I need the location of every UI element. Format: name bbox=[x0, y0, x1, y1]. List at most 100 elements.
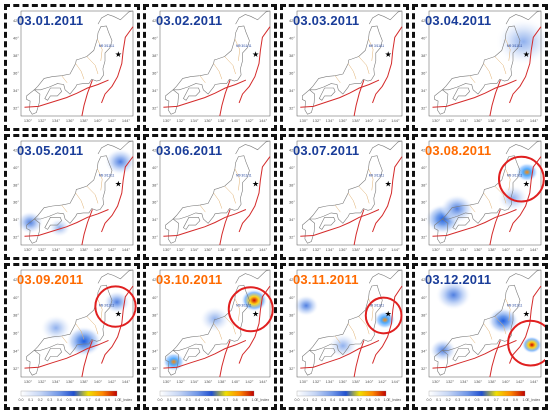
lon-tick-label: 144° bbox=[122, 379, 131, 384]
colorbar-tick-label: 0.7 bbox=[223, 398, 228, 402]
lon-tick-label: 138° bbox=[218, 118, 227, 123]
heat-blob bbox=[440, 194, 474, 223]
lat-tick-label: 42° bbox=[13, 277, 19, 282]
lon-tick-label: 130° bbox=[432, 118, 441, 123]
lon-tick-label: 140° bbox=[94, 118, 103, 123]
plate-boundary bbox=[163, 339, 247, 369]
colorbar-tick-label: 0.2 bbox=[176, 398, 181, 402]
lat-tick-label: 32° bbox=[13, 234, 19, 239]
panel-date-label: 03.08.2011 bbox=[425, 143, 492, 158]
colorbar-tick-label: 0.9 bbox=[105, 398, 110, 402]
coastline bbox=[505, 10, 542, 25]
lat-tick-label: 42° bbox=[152, 18, 158, 23]
coastline bbox=[172, 284, 250, 356]
lon-tick-label: 138° bbox=[352, 247, 361, 252]
lat-tick-label: 34° bbox=[13, 88, 19, 93]
lat-tick-label: 36° bbox=[152, 200, 158, 205]
prefecture-border bbox=[494, 185, 507, 204]
heat-blob bbox=[374, 311, 396, 329]
lat-tick-label: 38° bbox=[421, 313, 427, 318]
panel-date-label: 03.11.2011 bbox=[293, 272, 359, 287]
heat-blob bbox=[48, 218, 71, 238]
lon-tick-label: 138° bbox=[80, 247, 89, 252]
epicenter-star-icon: ★ bbox=[385, 50, 392, 59]
lon-tick-label: 140° bbox=[94, 247, 103, 252]
lon-tick-label: 130° bbox=[299, 379, 308, 384]
plate-boundary bbox=[353, 209, 365, 246]
plot-frame bbox=[296, 140, 403, 246]
prefecture-border bbox=[75, 323, 85, 340]
lon-tick-label: 144° bbox=[122, 247, 131, 252]
map-panel: ★ M9 3/11/11 32° 34° 36° 38° 40° 42° 130° 132° 134… bbox=[4, 263, 140, 410]
colorbar bbox=[296, 390, 387, 397]
lat-tick-label: 32° bbox=[289, 105, 295, 110]
map-canvas: ★M9 3/11/11 32° 34° 36° 38° 40° 42° 130° 132° 134… bbox=[13, 10, 134, 123]
lat-tick-label: 42° bbox=[13, 148, 19, 153]
epicenter-label: M9 3/11/11 bbox=[99, 304, 115, 308]
coastline bbox=[505, 140, 542, 155]
plate-boundary bbox=[219, 340, 231, 378]
lat-tick-label: 40° bbox=[421, 35, 427, 40]
lon-tick-label: 138° bbox=[80, 379, 89, 384]
epicenter-label: M9 3/11/11 bbox=[369, 173, 385, 177]
map-canvas: ★M9 3/11/11 32° 34° 36° 38° 40° 42° 130° 132° 134… bbox=[152, 10, 271, 123]
lon-tick-label: 138° bbox=[488, 247, 497, 252]
colorbar-tick-label: 0.0 bbox=[295, 398, 300, 402]
colorbar-tick-label: 0.7 bbox=[86, 398, 91, 402]
colorbar-tick-label: 0.6 bbox=[348, 398, 353, 402]
lat-tick-label: 40° bbox=[152, 295, 158, 300]
colorbar-tick-label: 0.5 bbox=[205, 398, 210, 402]
lon-tick-label: 138° bbox=[218, 379, 227, 384]
epicenter-label: M9 3/11/11 bbox=[507, 173, 523, 177]
coastline bbox=[368, 10, 403, 25]
lon-tick-label: 138° bbox=[352, 379, 361, 384]
panel-date-label: 03.01.2011 bbox=[17, 13, 84, 28]
coastline bbox=[44, 87, 62, 101]
coastline bbox=[26, 89, 41, 115]
coastline bbox=[368, 269, 403, 284]
plate-boundary bbox=[163, 79, 247, 108]
colorbar-tick-label: 0.4 bbox=[57, 398, 62, 402]
coastline bbox=[434, 349, 449, 376]
heat-blob bbox=[495, 17, 545, 66]
colorbar-tick-label: 0.1 bbox=[436, 398, 441, 402]
colorbar-tick-label: 0.7 bbox=[357, 398, 362, 402]
colorbar-tick-label: 1.0 bbox=[115, 398, 120, 402]
lon-tick-label: 144° bbox=[391, 118, 400, 123]
coastline bbox=[235, 10, 271, 25]
coastline bbox=[301, 89, 316, 115]
lon-tick-label: 136° bbox=[204, 247, 213, 252]
coastline bbox=[308, 284, 383, 356]
epicenter-star-icon: ★ bbox=[385, 179, 392, 188]
plate-boundary bbox=[81, 340, 93, 378]
coastline bbox=[97, 10, 134, 25]
prefecture-border bbox=[213, 323, 223, 340]
colorbar-tick-label: 0.3 bbox=[321, 398, 326, 402]
prefecture-border bbox=[334, 335, 341, 344]
lon-tick-label: 134° bbox=[326, 118, 335, 123]
colorbar-tick-label: 0.6 bbox=[484, 398, 489, 402]
prefecture-border bbox=[505, 298, 511, 321]
plate-boundary bbox=[219, 79, 231, 117]
lat-tick-label: 32° bbox=[152, 234, 158, 239]
coastline bbox=[172, 25, 250, 95]
lat-tick-label: 40° bbox=[289, 165, 295, 170]
lon-tick-label: 140° bbox=[365, 379, 374, 384]
prefecture-border bbox=[368, 168, 374, 191]
prefecture-border bbox=[86, 56, 99, 75]
lat-tick-label: 40° bbox=[152, 165, 158, 170]
map-panel: ★ M9 3/11/11 32° 34° 36° 38° 40° 42° 130° 132° 134… bbox=[143, 4, 277, 131]
lon-tick-label: 142° bbox=[108, 379, 117, 384]
lon-tick-label: 140° bbox=[94, 379, 103, 384]
lon-tick-label: 140° bbox=[502, 118, 511, 123]
coastline bbox=[26, 218, 41, 244]
prefecture-border bbox=[97, 298, 103, 321]
lat-tick-label: 38° bbox=[421, 182, 427, 187]
lat-tick-label: 36° bbox=[421, 70, 427, 75]
plate-boundary bbox=[238, 156, 271, 233]
lon-tick-label: 136° bbox=[66, 379, 75, 384]
colorbar-tick-label: 0.8 bbox=[366, 398, 371, 402]
coastline bbox=[97, 140, 134, 155]
lat-tick-label: 42° bbox=[289, 277, 295, 282]
colorbar-tick-label: 0.8 bbox=[503, 398, 508, 402]
